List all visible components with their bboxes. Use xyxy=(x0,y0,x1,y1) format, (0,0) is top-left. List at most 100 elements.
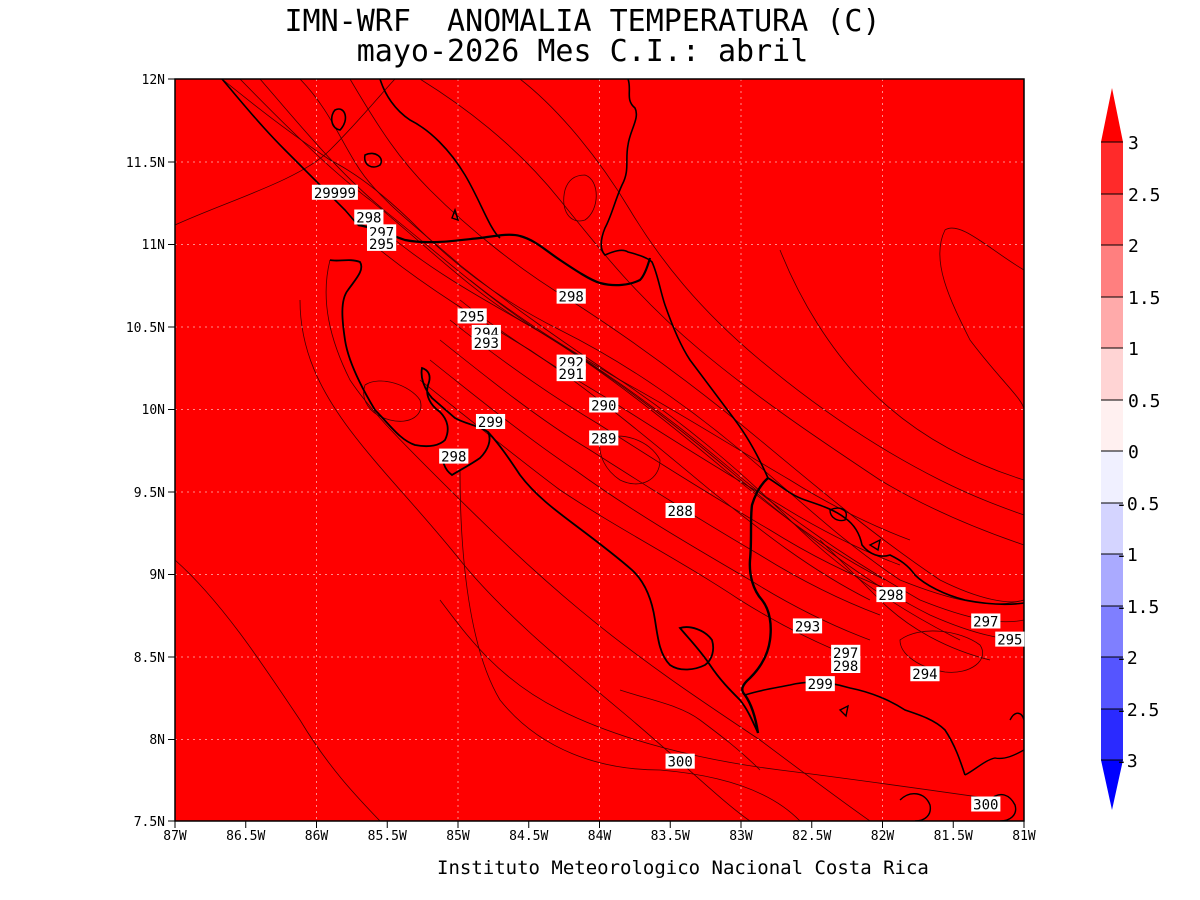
contour-label-text: 298 xyxy=(878,588,903,604)
contour-label-box xyxy=(556,354,586,370)
lon-tick-label: 83W xyxy=(729,829,753,844)
contour-label-text: 29999 xyxy=(314,186,356,202)
colorbar-label: 0 xyxy=(1128,442,1139,463)
contour-label-text: 295 xyxy=(460,309,485,325)
contour-label-text: 290 xyxy=(591,398,616,414)
contour-label-box xyxy=(589,397,619,413)
contour-label-box xyxy=(439,448,469,464)
contour-label: 295 xyxy=(995,631,1025,649)
contour-label-text: 298 xyxy=(441,450,466,466)
contour-label-text: 298 xyxy=(559,290,584,306)
colorbar-segment xyxy=(1101,245,1123,297)
contour-label: 29999 xyxy=(311,184,358,202)
contour-label-box xyxy=(589,430,619,446)
contour-label-text: 298 xyxy=(833,659,858,675)
colorbar-label: -3 xyxy=(1116,751,1138,772)
contour-label-text: 288 xyxy=(668,504,693,520)
contour-label-box xyxy=(471,334,501,350)
contour-label-text: 293 xyxy=(795,619,820,635)
contour-label: 298 xyxy=(354,209,384,227)
contour-label-box xyxy=(457,308,487,324)
colorbar-max-arrow xyxy=(1101,88,1123,142)
colorbar-label: 2.5 xyxy=(1128,185,1161,206)
colorbar-segment xyxy=(1101,297,1123,348)
lat-tick-label: 9N xyxy=(149,568,165,583)
lon-tick-label: 84.5W xyxy=(509,829,548,844)
contour-label-box xyxy=(556,288,586,304)
colorbar-segment xyxy=(1101,451,1123,503)
colorbar-label: 1.5 xyxy=(1128,288,1161,309)
lon-tick-label: 81W xyxy=(1012,829,1036,844)
contour-label: 291 xyxy=(556,366,586,383)
lat-tick-label: 8.5N xyxy=(134,651,165,666)
contour-label-text: 295 xyxy=(997,633,1022,649)
contour-label-box xyxy=(354,209,384,225)
contour-label: 295 xyxy=(457,308,487,325)
lon-tick-label: 82.5W xyxy=(792,829,831,844)
colorbar-segment xyxy=(1101,400,1123,451)
credit-text: Instituto Meteorologico Nacional Costa R… xyxy=(437,857,929,879)
contour-label-text: 293 xyxy=(474,336,499,352)
lon-tick-label: 82W xyxy=(871,829,895,844)
lat-tick-label: 11.5N xyxy=(126,156,165,171)
lon-tick-label: 85.5W xyxy=(368,829,407,844)
contour-label: 294 xyxy=(910,666,940,683)
colorbar-segment xyxy=(1101,554,1123,606)
contour-label-text: 300 xyxy=(973,798,998,814)
lon-tick-label: 81.5W xyxy=(934,829,973,844)
contour-label: 297 xyxy=(971,613,1001,630)
contour-label-box xyxy=(876,587,906,603)
colorbar-label: -1.5 xyxy=(1116,597,1159,618)
lat-tick-label: 9.5N xyxy=(134,486,165,501)
map-title: IMN-WRF ANOMALIA TEMPERATURA (C) xyxy=(284,4,881,39)
contour-label-box xyxy=(556,366,586,382)
contour-label: 288 xyxy=(665,503,695,520)
lat-tick-label: 11N xyxy=(142,238,165,253)
lon-tick-label: 83.5W xyxy=(651,829,690,844)
contour-label: 299 xyxy=(475,413,506,431)
contour-label-text: 289 xyxy=(591,431,616,447)
lat-tick-label: 10N xyxy=(142,403,165,418)
contour-label-text: 300 xyxy=(668,755,693,771)
contour-label-box xyxy=(805,676,835,692)
contour-label: 300 xyxy=(665,753,695,771)
colorbar-segment xyxy=(1101,142,1123,194)
contour-label-text: 294 xyxy=(912,667,937,683)
colorbar-label: 0.5 xyxy=(1128,391,1161,412)
contour-label-text: 295 xyxy=(369,237,394,253)
lon-tick-label: 85W xyxy=(446,829,470,844)
contour-label-box xyxy=(971,613,1001,629)
contour-label-text: 291 xyxy=(559,367,584,383)
contour-label-text: 299 xyxy=(478,415,503,431)
contour-label: 295 xyxy=(366,235,397,253)
contour-label-box xyxy=(971,796,1001,812)
lat-tick-label: 7.5N xyxy=(134,815,165,830)
contour-label-box xyxy=(311,184,358,200)
temperature-contours xyxy=(175,79,1024,821)
contour-label-box xyxy=(831,644,861,660)
coastline-borders xyxy=(221,79,1024,821)
contour-label: 293 xyxy=(471,334,501,352)
contour-label-box xyxy=(475,413,506,429)
lat-tick-label: 10.5N xyxy=(126,321,165,336)
lat-tick-label: 12N xyxy=(142,73,165,88)
colorbar-label: 1 xyxy=(1128,339,1139,360)
colorbar-segment xyxy=(1101,657,1123,709)
contour-label-box xyxy=(366,224,397,240)
contour-label: 298 xyxy=(876,587,906,604)
colorbar-segment xyxy=(1101,503,1123,554)
colorbar-segment xyxy=(1101,709,1123,760)
contour-label-box xyxy=(366,235,397,251)
colorbar-label: 3 xyxy=(1128,133,1139,154)
colorbar-segment xyxy=(1101,348,1123,400)
contour-label: 297 xyxy=(831,644,861,662)
axis-ticks xyxy=(168,78,1025,828)
contour-label: 298 xyxy=(831,658,861,675)
lon-tick-label: 86W xyxy=(305,829,329,844)
contour-label-text: 299 xyxy=(808,677,833,693)
colorbar-label: -1 xyxy=(1116,545,1138,566)
colorbar-label: -0.5 xyxy=(1116,494,1159,515)
contour-label: 300 xyxy=(971,796,1001,814)
lon-tick-label: 86.5W xyxy=(226,829,265,844)
